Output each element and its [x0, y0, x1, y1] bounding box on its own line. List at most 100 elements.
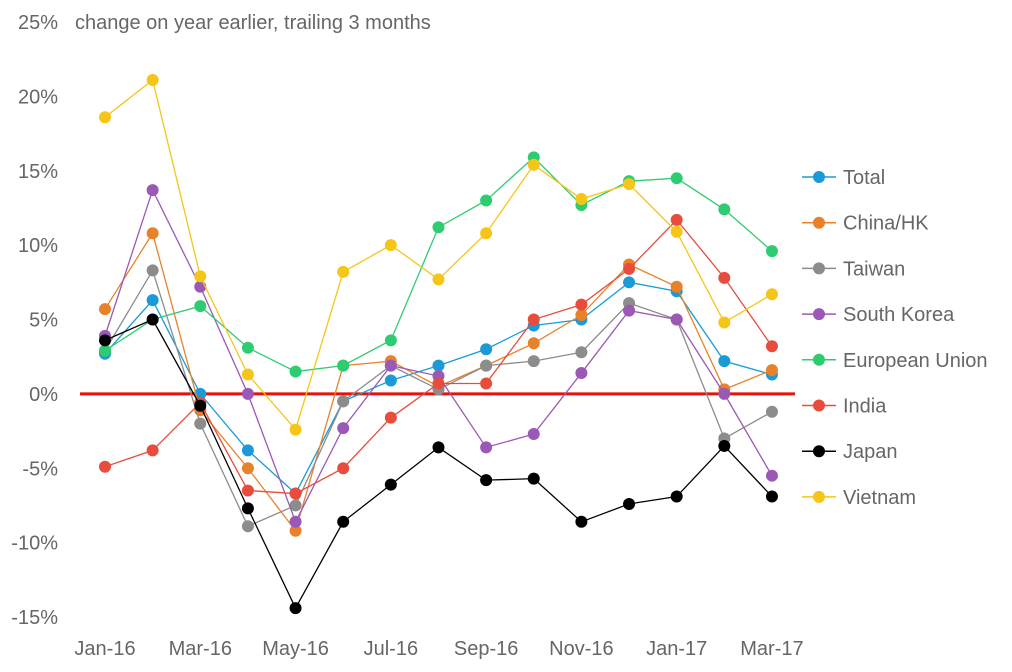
- data-point-vietnam: [718, 316, 731, 329]
- data-point-european-union: [432, 221, 445, 234]
- legend-marker: [813, 353, 825, 366]
- data-point-india: [623, 262, 636, 275]
- legend-marker: [813, 308, 825, 321]
- data-point-south-korea: [337, 422, 350, 435]
- data-point-japan: [718, 439, 731, 452]
- legend-label: Total: [843, 167, 885, 189]
- legend-item-european-union: European Union: [802, 350, 988, 372]
- data-point-european-union: [384, 334, 397, 347]
- x-tick-label: Mar-16: [169, 638, 232, 660]
- data-point-india: [718, 271, 731, 284]
- x-tick-label: Sep-16: [454, 638, 519, 660]
- series-japan: [99, 313, 778, 615]
- data-point-china-hk: [241, 462, 254, 475]
- series-india: [99, 213, 778, 500]
- data-point-japan: [289, 602, 302, 615]
- x-axis: Jan-16 Mar-16 May-16 Jul-16 Sep-16 Nov-16 Jan-…: [74, 638, 803, 660]
- data-point-taiwan: [289, 499, 302, 512]
- data-point-japan: [241, 502, 254, 515]
- x-tick-label: Jul-16: [364, 638, 418, 660]
- legend-marker: [813, 490, 825, 503]
- data-point-total: [241, 444, 254, 457]
- data-point-total: [480, 343, 493, 356]
- data-point-vietnam: [99, 111, 111, 124]
- data-point-south-korea: [718, 387, 731, 400]
- data-point-total: [718, 355, 731, 368]
- legend-label: Taiwan: [843, 258, 905, 280]
- data-point-vietnam: [384, 239, 397, 252]
- x-tick-label: Jan-17: [646, 638, 707, 660]
- data-point-taiwan: [575, 346, 588, 359]
- legend-marker: [813, 399, 825, 412]
- series-european-union: [99, 151, 778, 378]
- y-tick-label: 25%: [18, 12, 58, 34]
- data-point-india: [765, 340, 778, 353]
- data-point-vietnam: [337, 265, 350, 278]
- legend-label: India: [843, 396, 887, 418]
- data-point-india: [432, 377, 445, 390]
- data-point-european-union: [194, 300, 207, 313]
- x-tick-label: Nov-16: [549, 638, 613, 660]
- data-point-south-korea: [194, 280, 207, 293]
- legend-item-taiwan: Taiwan: [802, 258, 905, 280]
- data-point-taiwan: [241, 520, 254, 533]
- data-point-south-korea: [575, 367, 588, 380]
- data-point-japan: [623, 497, 636, 510]
- data-point-taiwan: [480, 359, 493, 372]
- data-point-china-hk: [670, 280, 683, 293]
- legend-label: China/HK: [843, 213, 929, 235]
- data-point-vietnam: [623, 178, 636, 191]
- legend-marker: [813, 171, 825, 183]
- data-point-india: [146, 444, 159, 457]
- legend-label: European Union: [843, 350, 988, 372]
- data-point-taiwan: [194, 417, 207, 430]
- data-point-china-hk: [146, 227, 159, 240]
- y-tick-label: 20%: [18, 86, 58, 108]
- data-point-south-korea: [289, 515, 302, 528]
- data-point-china-hk: [527, 337, 540, 350]
- data-point-south-korea: [241, 387, 254, 400]
- legend-item-vietnam: Vietnam: [802, 487, 916, 509]
- data-point-total: [146, 294, 159, 307]
- legend-label: Vietnam: [843, 487, 916, 509]
- data-point-european-union: [337, 359, 350, 372]
- data-point-european-union: [99, 344, 111, 357]
- data-point-taiwan: [146, 264, 159, 277]
- y-tick-label: -5%: [22, 458, 58, 480]
- data-point-china-hk: [765, 364, 778, 377]
- data-point-japan: [480, 474, 493, 487]
- data-point-japan: [337, 515, 350, 528]
- data-point-india: [241, 484, 254, 497]
- data-point-india: [480, 377, 493, 390]
- data-point-total: [623, 276, 636, 289]
- data-point-india: [289, 487, 302, 500]
- data-point-japan: [146, 313, 159, 326]
- data-point-taiwan: [765, 405, 778, 418]
- data-point-european-union: [670, 172, 683, 185]
- data-point-european-union: [241, 341, 254, 354]
- data-point-china-hk: [575, 309, 588, 322]
- series-vietnam: [99, 74, 778, 436]
- data-point-india: [337, 462, 350, 475]
- data-point-japan: [194, 399, 207, 412]
- data-point-india: [384, 411, 397, 424]
- data-point-total: [432, 359, 445, 372]
- series-group: [99, 74, 778, 615]
- data-point-european-union: [480, 194, 493, 207]
- data-point-european-union: [289, 365, 302, 378]
- data-point-vietnam: [194, 270, 207, 283]
- data-point-european-union: [718, 203, 731, 216]
- x-tick-label: May-16: [262, 638, 329, 660]
- legend: Total China/HK Taiwan South Korea European U…: [802, 167, 988, 509]
- data-point-japan: [99, 334, 111, 347]
- legend-item-china-hk: China/HK: [802, 213, 929, 235]
- legend-item-japan: Japan: [802, 441, 898, 463]
- data-point-china-hk: [289, 524, 302, 537]
- data-point-total: [384, 374, 397, 387]
- data-point-south-korea: [527, 428, 540, 441]
- data-point-japan: [670, 490, 683, 503]
- y-axis: -15% -10% -5% 0% 5% 10% 15% 20% 25%: [11, 12, 58, 629]
- data-point-india: [99, 460, 111, 473]
- x-tick-label: Mar-17: [740, 638, 803, 660]
- chart-title: change on year earlier, trailing 3 month…: [75, 12, 431, 34]
